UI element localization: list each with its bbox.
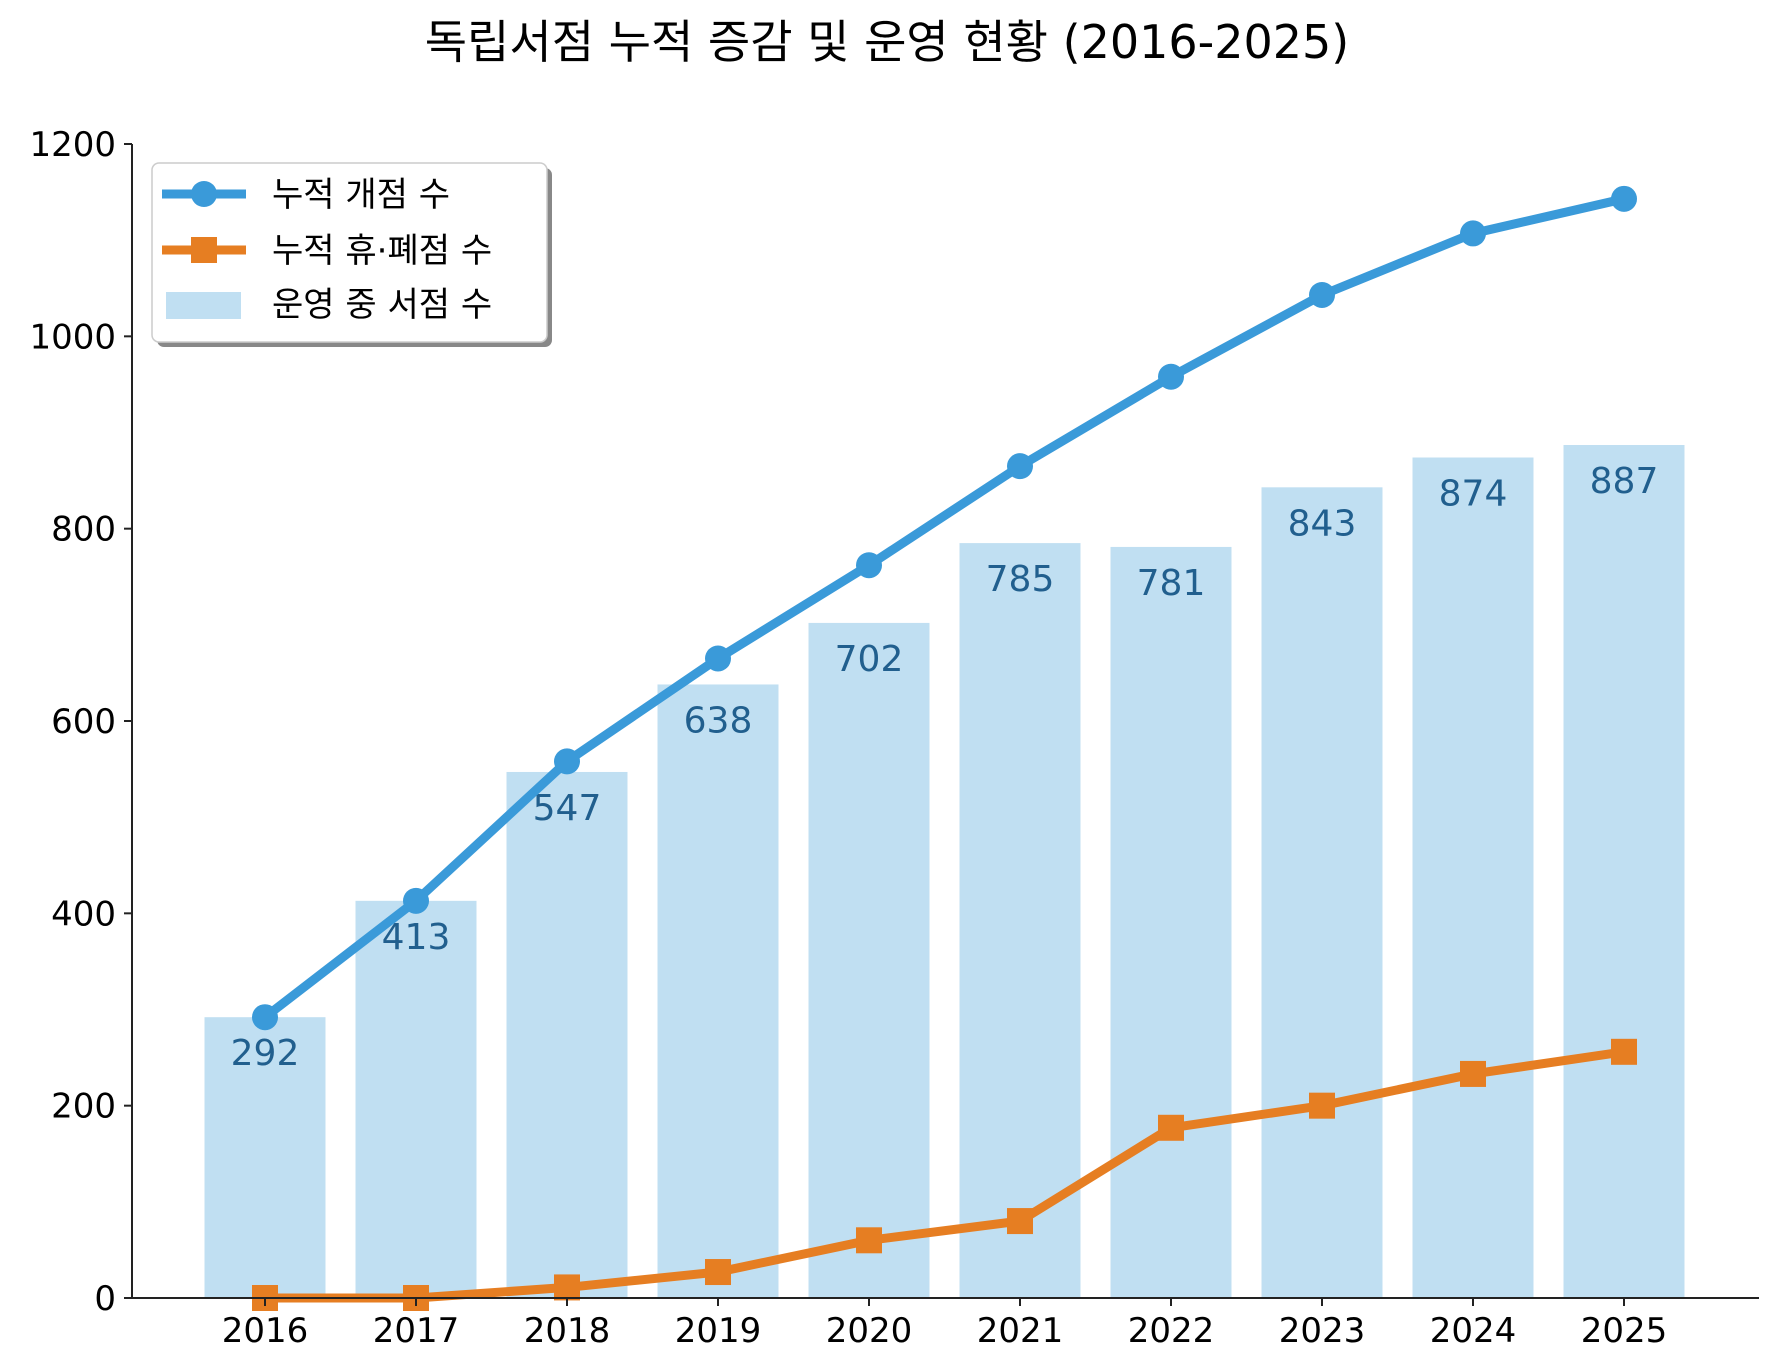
bar-value-label: 843 (1288, 503, 1357, 544)
y-tick-label: 400 (51, 894, 116, 934)
x-tick-label: 2017 (373, 1311, 460, 1351)
x-tick-label: 2020 (826, 1311, 913, 1351)
line-opened (262, 194, 1626, 1021)
bar-value-label: 702 (835, 639, 904, 680)
legend-operating-label: 운영 중 서점 수 (272, 285, 492, 325)
y-tick-label: 1200 (29, 125, 116, 165)
bars-group (204, 445, 1685, 1299)
marker-opened (252, 1004, 278, 1031)
marker-opened (1460, 220, 1486, 247)
marker-closed (1460, 1060, 1486, 1087)
x-tick-label: 2021 (977, 1311, 1064, 1351)
bar-value-label: 638 (684, 700, 753, 741)
bar-value-label: 781 (1137, 563, 1206, 604)
chart-title: 독립서점 누적 증감 및 운영 현황 (2016-2025) (425, 15, 1350, 69)
marker-opened (1309, 281, 1335, 308)
y-ticks-group: 0 200 400 600 800 1000 1200 (29, 125, 132, 1319)
x-tick-label: 2019 (675, 1311, 762, 1351)
x-tick-label: 2025 (1581, 1311, 1668, 1351)
legend-box (151, 162, 548, 343)
y-tick-label: 800 (51, 510, 116, 550)
y-tick-label: 0 (94, 1279, 116, 1319)
legend-closed-marker (191, 237, 217, 263)
marker-closed (856, 1227, 882, 1254)
line-closed (265, 1047, 1625, 1303)
marker-closed (554, 1274, 580, 1301)
lines-group (252, 185, 1637, 1311)
x-tick-label: 2016 (222, 1311, 309, 1351)
marker-closed (1309, 1092, 1335, 1119)
bar-value-label: 887 (1590, 461, 1659, 502)
bar (355, 900, 477, 1298)
marker-closed (1007, 1208, 1033, 1235)
bar (506, 771, 628, 1298)
y-tick-label: 600 (51, 702, 116, 742)
y-tick-label: 200 (51, 1087, 116, 1127)
legend-closed-label: 누적 휴·폐점 수 (272, 231, 492, 271)
marker-opened (1158, 363, 1184, 390)
bar (1563, 445, 1685, 1298)
marker-closed (705, 1259, 731, 1286)
y-tick-label: 1000 (29, 317, 116, 357)
marker-opened (856, 552, 882, 579)
marker-opened (705, 645, 731, 672)
bar (657, 684, 779, 1298)
marker-closed (1611, 1038, 1637, 1065)
legend-opened-label: 누적 개점 수 (272, 175, 450, 215)
legend-operating-swatch (166, 292, 241, 319)
bar-value-label: 785 (986, 559, 1055, 600)
x-ticks-group: 2016 2017 2018 2019 2020 2021 2022 2023 2024 2025 (222, 1298, 1668, 1351)
legend: 누적 개점 수 누적 휴·폐점 수 운영 중 서점 수 (151, 162, 552, 347)
bar (1110, 546, 1232, 1298)
bar-value-label: 547 (533, 788, 602, 829)
bar (204, 1017, 326, 1298)
x-tick-label: 2023 (1279, 1311, 1366, 1351)
bar-value-label: 874 (1439, 474, 1508, 515)
bar-value-label: 292 (231, 1033, 300, 1074)
bar (808, 622, 930, 1298)
x-tick-label: 2018 (524, 1311, 611, 1351)
legend-opened-marker (191, 181, 217, 207)
marker-opened (1611, 185, 1637, 212)
bar (959, 543, 1081, 1298)
marker-opened (554, 748, 580, 775)
bar (1261, 487, 1383, 1298)
x-tick-label: 2024 (1430, 1311, 1517, 1351)
x-tick-label: 2022 (1128, 1311, 1215, 1351)
bar (1412, 457, 1534, 1299)
marker-opened (1007, 453, 1033, 480)
marker-closed (1158, 1114, 1184, 1141)
marker-opened (403, 887, 429, 914)
